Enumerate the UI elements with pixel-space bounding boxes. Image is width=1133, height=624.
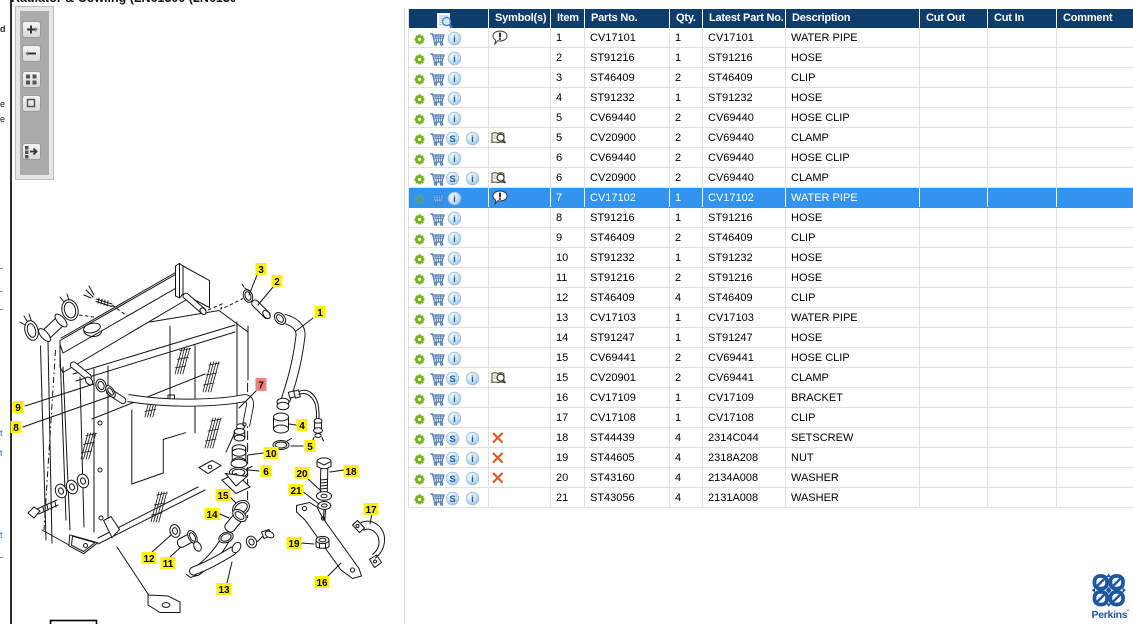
svg-text:10: 10 bbox=[265, 449, 277, 460]
svg-text:9: 9 bbox=[15, 403, 21, 414]
svg-text:8: 8 bbox=[13, 423, 19, 434]
svg-text:13: 13 bbox=[218, 585, 230, 596]
svg-text:14: 14 bbox=[206, 510, 218, 521]
svg-text:15: 15 bbox=[217, 491, 229, 502]
svg-text:3: 3 bbox=[258, 265, 264, 276]
svg-text:21: 21 bbox=[290, 486, 302, 497]
svg-text:17: 17 bbox=[365, 505, 377, 516]
svg-text:1: 1 bbox=[317, 308, 323, 319]
svg-text:4: 4 bbox=[299, 421, 305, 432]
svg-text:18: 18 bbox=[345, 467, 357, 478]
svg-text:20: 20 bbox=[296, 469, 308, 480]
svg-text:6: 6 bbox=[263, 467, 269, 478]
svg-text:12: 12 bbox=[143, 554, 155, 565]
svg-text:7: 7 bbox=[258, 381, 264, 392]
svg-text:Perkins: Perkins bbox=[1092, 609, 1128, 621]
svg-text:5: 5 bbox=[307, 442, 313, 453]
svg-text:11: 11 bbox=[163, 559, 174, 570]
svg-text:2: 2 bbox=[274, 277, 280, 288]
svg-text:19: 19 bbox=[288, 539, 300, 550]
svg-text:16: 16 bbox=[316, 578, 328, 589]
